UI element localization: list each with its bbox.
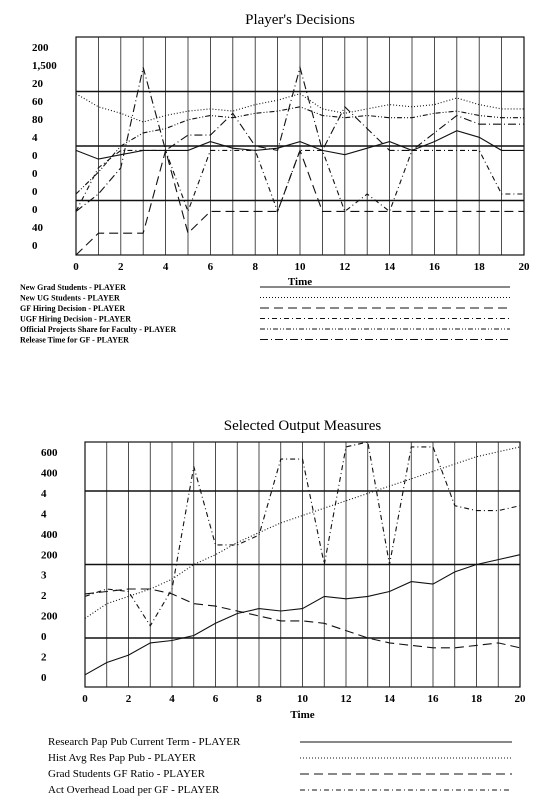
y-tick-label: 200 [41,611,58,623]
legend-entry-label: Grad Students GF Ratio - PLAYER [48,768,206,780]
x-tick-label: 8 [252,261,258,273]
y-tick-label: 200 [41,549,58,561]
x-tick-label: 18 [471,693,483,705]
chart-title: Player's Decisions [245,12,355,28]
legend: Research Pap Pub Current Term - PLAYER Hi… [48,736,512,796]
legend-entry-label: Official Projects Share for Faculty - PL… [20,325,176,334]
y-tick-label: 0 [41,631,47,643]
x-tick-label: 16 [429,261,441,273]
y-tick-label: 2 [41,652,47,664]
y-tick-label: 0 [32,240,38,252]
y-tick-label: 3 [41,570,47,582]
x-tick-label: 4 [163,261,169,273]
legend-entry-label: Research Pap Pub Current Term - PLAYER [48,736,241,748]
chart-title: Selected Output Measures [224,418,382,434]
legend-entry-label: UGF Hiring Decision - PLAYER [20,315,131,324]
series-line-4 [75,149,524,213]
x-tick-label: 0 [82,693,88,705]
y-tick-label: 0 [32,204,38,216]
y-tick-label: 0 [32,150,38,162]
x-tick-label: 12 [341,693,353,705]
x-tick-label: 4 [169,693,175,705]
legend: New Grad Students - PLAYER New UG Student… [20,283,510,345]
y-tick-label: 4 [41,488,47,500]
y-tick-label: 0 [41,672,47,684]
x-tick-label: 0 [73,261,79,273]
series-line-1 [84,554,521,676]
series-line-5 [75,106,524,195]
series-line-3 [75,148,524,256]
y-tick-label: 40 [32,222,44,234]
x-axis-label: Time [288,276,312,288]
series-line-4 [84,441,521,627]
x-tick-label: 14 [384,261,396,273]
legend-entry-label: Act Overhead Load per GF - PLAYER [48,784,220,796]
y-tick-label: 200 [32,42,49,54]
series-line-1 [75,130,524,160]
legend-entry-label: Hist Avg Res Pap Pub - PLAYER [48,752,197,764]
x-tick-label: 14 [384,693,396,705]
y-tick-label: 80 [32,114,44,126]
y-tick-label: 1,500 [32,60,57,72]
y-tick-label: 4 [41,508,47,520]
x-tick-label: 18 [474,261,486,273]
chart-1: Player's Decisions 0 2 4 6 8 10 12 14 16 18 20 Time 2… [20,12,530,345]
y-tick-label: 600 [41,447,58,459]
x-tick-label: 10 [297,693,309,705]
y-tick-label: 400 [41,529,58,541]
legend-entry-label: GF Hiring Decision - PLAYER [20,304,125,313]
x-tick-label: 2 [126,693,132,705]
x-tick-label: 6 [213,693,219,705]
y-tick-label: 2 [41,590,47,602]
x-tick-label: 12 [339,261,351,273]
y-tick-label: 0 [32,186,38,198]
x-tick-label: 10 [295,261,307,273]
x-tick-label: 2 [118,261,124,273]
y-tick-label: 400 [41,467,58,479]
legend-entry-label: Release Time for GF - PLAYER [20,336,129,345]
x-tick-label: 16 [428,693,440,705]
legend-entry-label: New Grad Students - PLAYER [20,283,126,292]
x-tick-label: 8 [256,693,262,705]
series-line-6 [75,65,524,212]
y-tick-label: 0 [32,168,38,180]
chart-2: Selected Output Measures 0 2 4 6 8 10 12 14 16 18 2… [41,418,526,796]
x-tick-label: 20 [519,261,531,273]
x-tick-label: 6 [208,261,214,273]
x-tick-label: 20 [515,693,527,705]
y-tick-label: 20 [32,78,44,90]
series-line-2 [75,93,524,123]
legend-entry-label: New UG Students - PLAYER [20,294,120,303]
y-tick-label: 60 [32,96,44,108]
x-axis-label: Time [290,709,314,721]
series-line-3 [84,588,521,649]
y-tick-label: 4 [32,132,38,144]
